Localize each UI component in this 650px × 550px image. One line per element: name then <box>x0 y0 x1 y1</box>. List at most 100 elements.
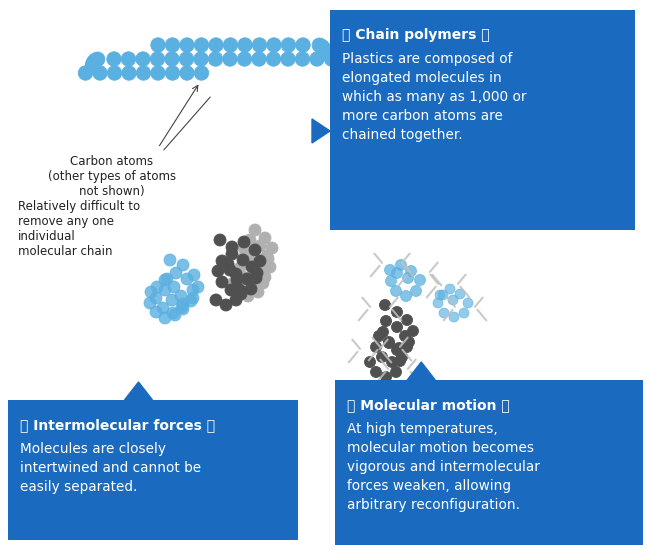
Circle shape <box>164 254 176 266</box>
Text: Plastics are composed of
elongated molecules in
which as many as 1,000 or
more c: Plastics are composed of elongated molec… <box>342 52 526 142</box>
Circle shape <box>402 272 413 283</box>
Circle shape <box>165 66 179 80</box>
Circle shape <box>249 244 261 256</box>
Circle shape <box>245 283 257 295</box>
Circle shape <box>159 312 171 324</box>
Circle shape <box>406 266 417 277</box>
Circle shape <box>210 294 222 306</box>
Circle shape <box>254 240 266 252</box>
Circle shape <box>281 52 295 66</box>
Circle shape <box>384 338 395 349</box>
Circle shape <box>393 343 404 354</box>
Circle shape <box>252 286 264 298</box>
Circle shape <box>266 242 278 254</box>
Circle shape <box>314 39 328 53</box>
Circle shape <box>400 290 411 301</box>
Circle shape <box>169 309 181 321</box>
Circle shape <box>165 52 179 66</box>
Circle shape <box>151 281 163 293</box>
Circle shape <box>380 316 391 327</box>
Circle shape <box>249 224 261 236</box>
Circle shape <box>238 242 250 254</box>
Circle shape <box>295 52 309 66</box>
Circle shape <box>176 301 188 313</box>
Circle shape <box>402 342 413 353</box>
Circle shape <box>257 277 269 289</box>
Polygon shape <box>125 382 153 400</box>
Circle shape <box>180 66 194 80</box>
Text: 【 Chain polymers 】: 【 Chain polymers 】 <box>342 28 489 42</box>
Circle shape <box>188 269 200 281</box>
Circle shape <box>438 290 448 300</box>
Circle shape <box>415 274 426 285</box>
Circle shape <box>370 366 382 377</box>
Circle shape <box>177 303 189 315</box>
Circle shape <box>175 290 187 302</box>
Text: 【 Intermolecular forces 】: 【 Intermolecular forces 】 <box>20 418 215 432</box>
Circle shape <box>281 38 296 52</box>
Circle shape <box>404 337 415 348</box>
Circle shape <box>122 66 136 80</box>
Circle shape <box>224 38 238 52</box>
Circle shape <box>226 241 238 253</box>
Circle shape <box>187 292 199 304</box>
Circle shape <box>391 322 402 333</box>
Circle shape <box>165 38 179 52</box>
Circle shape <box>238 236 250 248</box>
Circle shape <box>170 267 182 279</box>
Polygon shape <box>408 362 436 380</box>
Circle shape <box>237 254 249 266</box>
Circle shape <box>317 45 332 59</box>
Circle shape <box>242 290 254 302</box>
Circle shape <box>86 57 100 72</box>
Circle shape <box>448 295 458 305</box>
Circle shape <box>136 52 150 66</box>
Circle shape <box>151 38 165 52</box>
Circle shape <box>433 298 443 308</box>
Circle shape <box>455 289 465 299</box>
Circle shape <box>391 366 402 377</box>
Circle shape <box>150 292 162 304</box>
Text: At high temperatures,
molecular motion becomes
vigorous and intermolecular
force: At high temperatures, molecular motion b… <box>347 422 540 512</box>
Circle shape <box>222 258 234 270</box>
Circle shape <box>107 66 122 80</box>
Circle shape <box>90 52 105 67</box>
Circle shape <box>250 276 262 288</box>
Circle shape <box>159 274 171 286</box>
Circle shape <box>194 66 209 80</box>
Circle shape <box>226 248 238 260</box>
Circle shape <box>237 52 252 66</box>
Circle shape <box>235 288 247 300</box>
Circle shape <box>216 255 228 267</box>
Circle shape <box>180 38 194 52</box>
Circle shape <box>252 52 266 66</box>
Circle shape <box>439 308 449 318</box>
Circle shape <box>159 284 171 296</box>
Circle shape <box>435 290 445 300</box>
Circle shape <box>246 261 258 273</box>
Circle shape <box>194 52 208 66</box>
Circle shape <box>122 52 136 66</box>
Circle shape <box>312 38 326 52</box>
Circle shape <box>391 306 402 317</box>
Circle shape <box>262 253 274 265</box>
Circle shape <box>252 38 266 52</box>
Circle shape <box>179 52 194 66</box>
Circle shape <box>240 272 252 284</box>
Circle shape <box>209 38 223 52</box>
Circle shape <box>226 278 238 290</box>
Circle shape <box>157 302 169 314</box>
Circle shape <box>248 258 260 270</box>
Circle shape <box>230 268 242 280</box>
Circle shape <box>177 259 189 271</box>
Circle shape <box>167 307 179 319</box>
Circle shape <box>187 284 199 296</box>
Circle shape <box>136 66 151 80</box>
Circle shape <box>400 331 411 342</box>
FancyBboxPatch shape <box>330 10 635 230</box>
Circle shape <box>181 273 193 285</box>
Circle shape <box>449 312 459 322</box>
Circle shape <box>224 264 236 276</box>
FancyBboxPatch shape <box>8 400 298 540</box>
Circle shape <box>317 43 332 57</box>
